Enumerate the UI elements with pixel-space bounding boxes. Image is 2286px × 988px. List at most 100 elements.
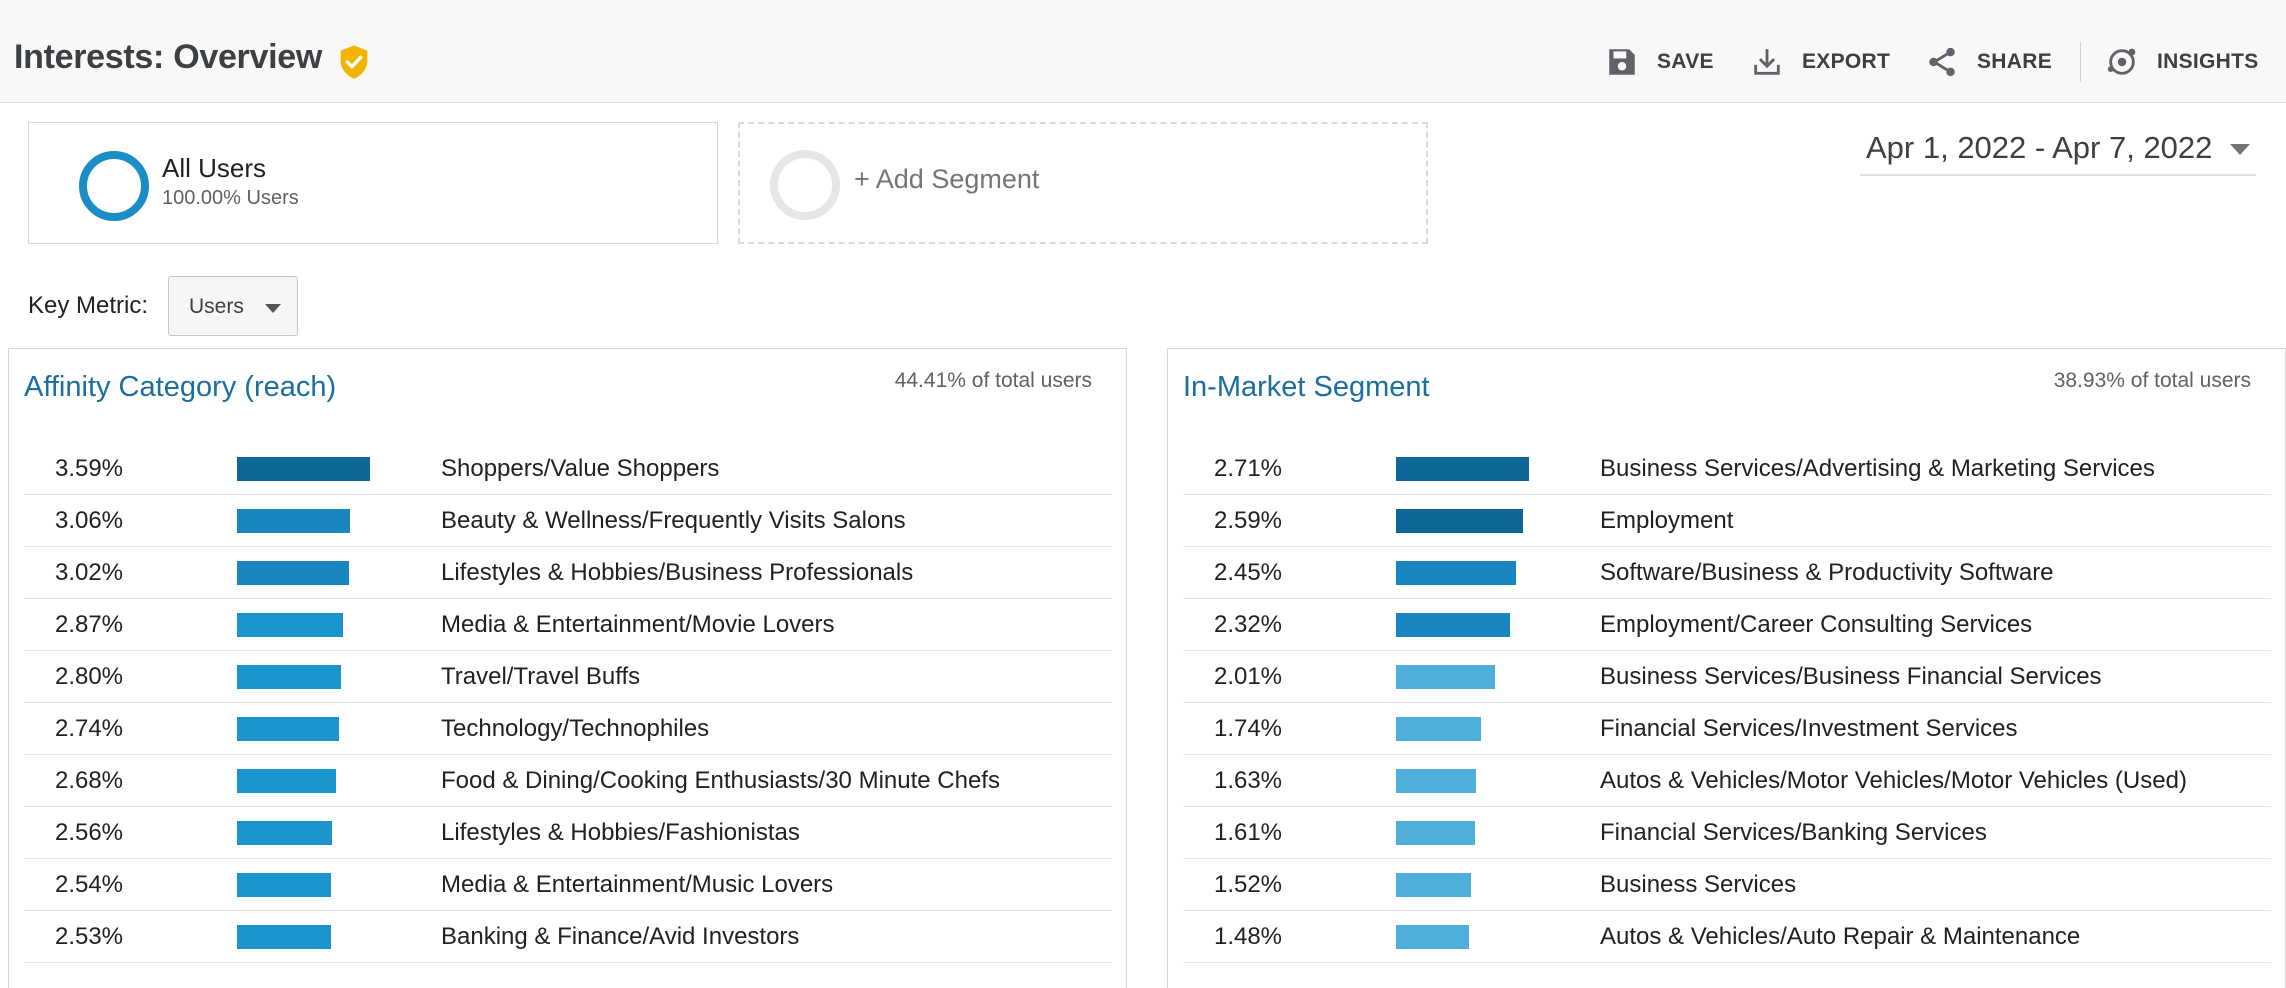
table-row[interactable]: 2.56% Lifestyles & Hobbies/Fashionistas xyxy=(24,807,1112,859)
row-bar xyxy=(1396,769,1476,793)
row-percentage: 2.45% xyxy=(1213,559,1283,586)
row-percentage: 2.87% xyxy=(54,611,124,638)
row-label[interactable]: Business Services/Business Financial Ser… xyxy=(1600,663,2102,690)
insights-button[interactable]: INSIGHTS xyxy=(2105,42,2259,82)
table-row[interactable]: 2.59% Employment xyxy=(1183,495,2271,547)
row-percentage: 1.74% xyxy=(1213,715,1283,742)
all-users-segment[interactable]: All Users 100.00% Users xyxy=(28,122,718,244)
row-bar xyxy=(1396,717,1481,741)
row-bar xyxy=(237,561,349,585)
empty-segment-ring-icon xyxy=(770,150,840,220)
share-icon xyxy=(1929,47,1955,77)
table-row[interactable]: 3.59% Shoppers/Value Shoppers xyxy=(24,443,1112,495)
floppy-disk-icon xyxy=(1609,49,1635,75)
table-row[interactable]: 1.52% Business Services xyxy=(1183,859,2271,911)
table-row[interactable]: 2.87% Media & Entertainment/Movie Lovers xyxy=(24,599,1112,651)
date-range-picker[interactable]: Apr 1, 2022 - Apr 7, 2022 xyxy=(1860,128,2256,176)
row-bar xyxy=(237,821,332,845)
row-bar xyxy=(237,613,343,637)
row-bar xyxy=(1396,457,1529,481)
key-metric-dropdown[interactable]: Users xyxy=(168,276,298,336)
table-row[interactable]: 2.53% Banking & Finance/Avid Investors xyxy=(24,911,1112,963)
row-bar xyxy=(1396,509,1523,533)
key-metric-label: Key Metric: xyxy=(28,292,149,319)
row-label[interactable]: Autos & Vehicles/Motor Vehicles/Motor Ve… xyxy=(1600,767,2187,794)
row-bar xyxy=(237,665,341,689)
row-percentage: 2.01% xyxy=(1213,663,1283,690)
row-bar xyxy=(237,717,339,741)
row-bar xyxy=(1396,873,1471,897)
table-row[interactable]: 1.48% Autos & Vehicles/Auto Repair & Main… xyxy=(1183,911,2271,963)
row-percentage: 2.71% xyxy=(1213,455,1283,482)
row-bar xyxy=(1396,613,1510,637)
table-row[interactable]: 1.63% Autos & Vehicles/Motor Vehicles/Mot… xyxy=(1183,755,2271,807)
verified-badge-icon xyxy=(340,45,368,79)
add-segment-button[interactable]: + Add Segment xyxy=(738,122,1428,244)
row-percentage: 2.59% xyxy=(1213,507,1283,534)
row-label[interactable]: Software/Business & Productivity Softwar… xyxy=(1600,559,2054,586)
table-row[interactable]: 1.61% Financial Services/Banking Services xyxy=(1183,807,2271,859)
row-label[interactable]: Banking & Finance/Avid Investors xyxy=(441,923,800,950)
row-percentage: 2.68% xyxy=(54,767,124,794)
row-label[interactable]: Technology/Technophiles xyxy=(441,715,710,742)
row-label[interactable]: Financial Services/Investment Services xyxy=(1600,715,2018,742)
export-button[interactable]: EXPORT xyxy=(1750,42,1890,82)
table-row[interactable]: 2.74% Technology/Technophiles xyxy=(24,703,1112,755)
in-market-rows: 2.71% Business Services/Advertising & Mar… xyxy=(1183,443,2271,963)
key-metric-value: Users xyxy=(189,295,244,318)
affinity-rows: 3.59% Shoppers/Value Shoppers 3.06% Beauty … xyxy=(24,443,1112,963)
affinity-category-panel: Affinity Category (reach) 44.41% of tota… xyxy=(8,348,1127,988)
in-market-panel-title[interactable]: In-Market Segment xyxy=(1183,371,1430,403)
table-row[interactable]: 2.32% Employment/Career Consulting Servic… xyxy=(1183,599,2271,651)
report-header: Interests: Overview SAVE EXPORT SHARE xyxy=(0,0,2286,103)
row-label[interactable]: Employment/Career Consulting Services xyxy=(1600,611,2033,638)
table-row[interactable]: 2.80% Travel/Travel Buffs xyxy=(24,651,1112,703)
table-row[interactable]: 2.68% Food & Dining/Cooking Enthusiasts/3… xyxy=(24,755,1112,807)
table-row[interactable]: 3.02% Lifestyles & Hobbies/Business Profe… xyxy=(24,547,1112,599)
chevron-down-icon xyxy=(2230,144,2250,155)
table-row[interactable]: 2.54% Media & Entertainment/Music Lovers xyxy=(24,859,1112,911)
row-label[interactable]: Lifestyles & Hobbies/Business Profession… xyxy=(441,559,914,586)
save-button[interactable]: SAVE xyxy=(1605,42,1714,82)
row-percentage: 3.06% xyxy=(54,507,124,534)
table-row[interactable]: 2.01% Business Services/Business Financia… xyxy=(1183,651,2271,703)
row-bar xyxy=(237,873,331,897)
row-label[interactable]: Travel/Travel Buffs xyxy=(441,663,641,690)
affinity-total-note: 44.41% of total users xyxy=(894,369,1092,392)
in-market-total-note: 38.93% of total users xyxy=(2053,369,2251,392)
insights-label: INSIGHTS xyxy=(2157,50,2259,73)
row-label[interactable]: Business Services xyxy=(1600,871,1797,898)
row-percentage: 2.54% xyxy=(54,871,124,898)
row-bar xyxy=(1396,925,1469,949)
row-percentage: 1.61% xyxy=(1213,819,1283,846)
affinity-panel-title[interactable]: Affinity Category (reach) xyxy=(24,371,337,403)
row-percentage: 2.74% xyxy=(54,715,124,742)
row-label[interactable]: Media & Entertainment/Music Lovers xyxy=(441,871,834,898)
row-percentage: 1.52% xyxy=(1213,871,1283,898)
row-label[interactable]: Lifestyles & Hobbies/Fashionistas xyxy=(441,819,800,846)
row-label[interactable]: Food & Dining/Cooking Enthusiasts/30 Min… xyxy=(441,767,1000,794)
row-label[interactable]: Financial Services/Banking Services xyxy=(1600,819,1987,846)
row-percentage: 2.56% xyxy=(54,819,124,846)
table-row[interactable]: 3.06% Beauty & Wellness/Frequently Visits… xyxy=(24,495,1112,547)
row-label[interactable]: Beauty & Wellness/Frequently Visits Salo… xyxy=(441,507,906,534)
save-label: SAVE xyxy=(1657,50,1714,73)
table-row[interactable]: 2.45% Software/Business & Productivity So… xyxy=(1183,547,2271,599)
share-button[interactable]: SHARE xyxy=(1925,42,2052,82)
table-row[interactable]: 2.71% Business Services/Advertising & Mar… xyxy=(1183,443,2271,495)
row-bar xyxy=(237,509,350,533)
row-label[interactable]: Media & Entertainment/Movie Lovers xyxy=(441,611,835,638)
toolbar-divider xyxy=(2080,42,2081,82)
share-label: SHARE xyxy=(1977,50,2053,73)
table-row[interactable]: 1.74% Financial Services/Investment Servi… xyxy=(1183,703,2271,755)
segment-share: 100.00% Users xyxy=(162,187,299,209)
row-label[interactable]: Shoppers/Value Shoppers xyxy=(441,455,720,482)
insights-icon xyxy=(2107,48,2136,75)
row-percentage: 2.53% xyxy=(54,923,124,950)
row-label[interactable]: Autos & Vehicles/Auto Repair & Maintenan… xyxy=(1600,923,2081,950)
date-range-text: Apr 1, 2022 - Apr 7, 2022 xyxy=(1866,130,2213,165)
row-label[interactable]: Employment xyxy=(1600,507,1734,534)
row-label[interactable]: Business Services/Advertising & Marketin… xyxy=(1600,455,2155,482)
row-percentage: 2.80% xyxy=(54,663,124,690)
row-percentage: 3.59% xyxy=(54,455,124,482)
